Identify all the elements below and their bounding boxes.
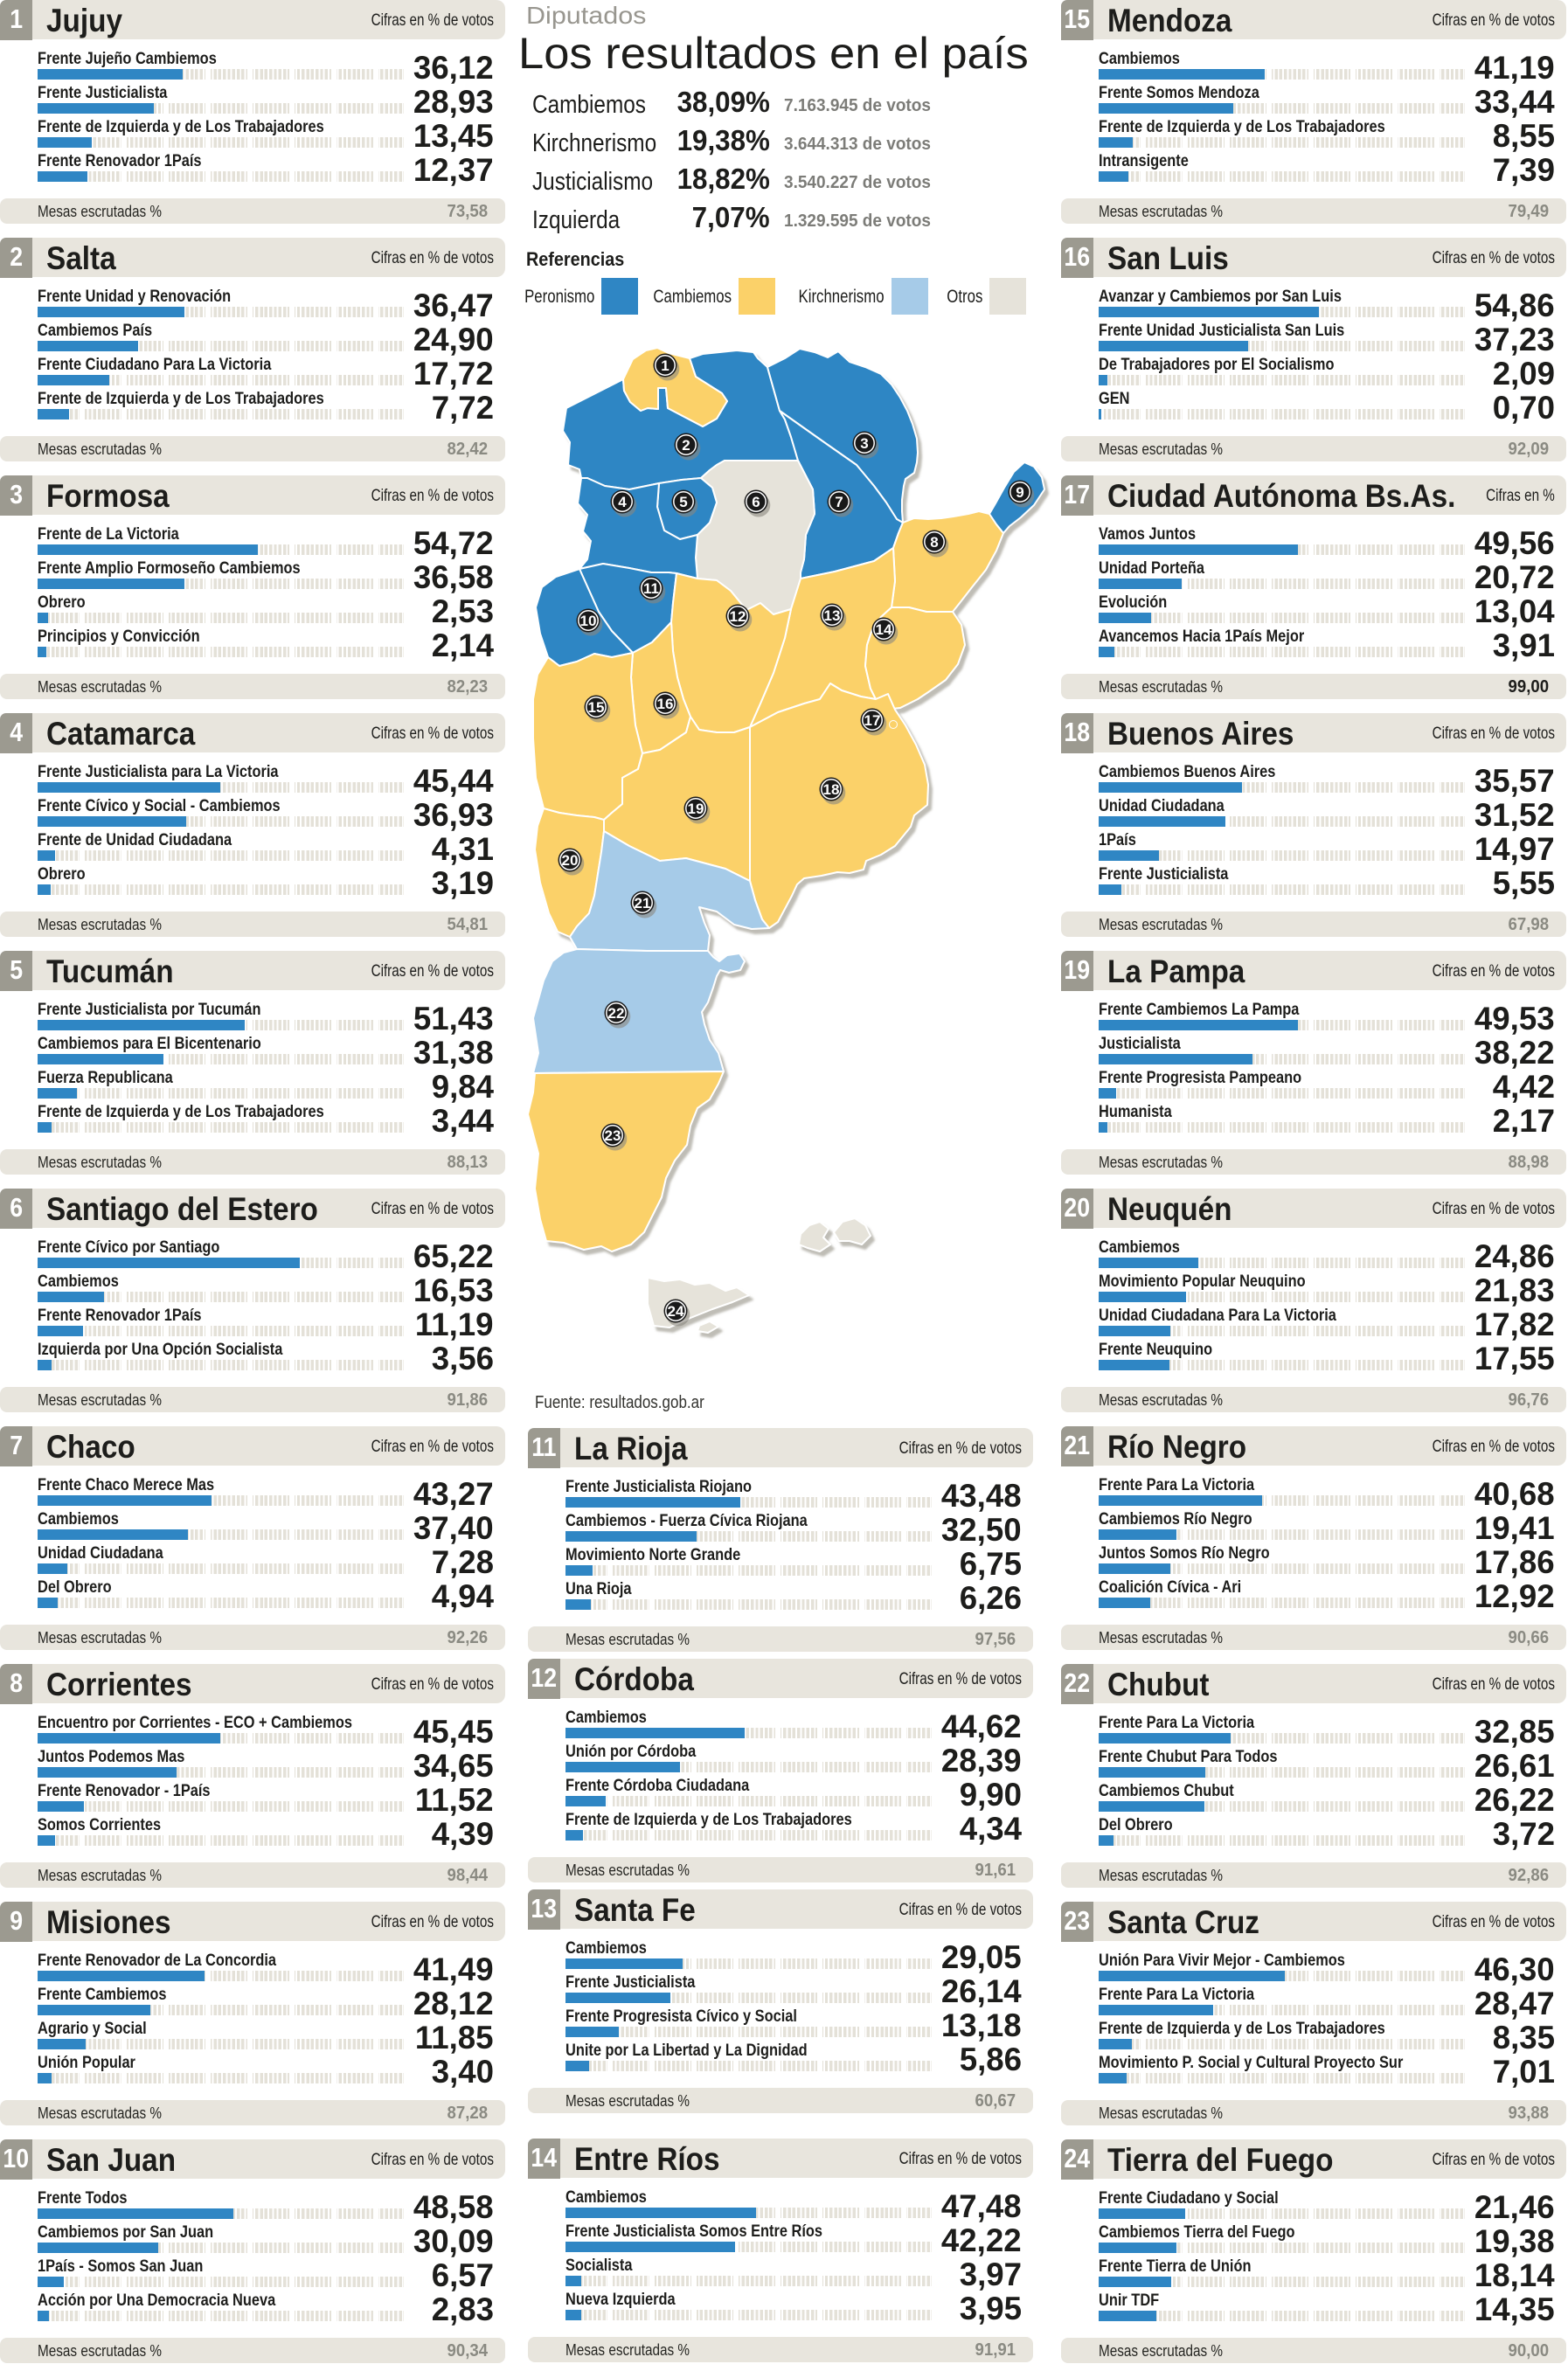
svg-text:6: 6	[752, 494, 760, 510]
svg-text:10: 10	[580, 613, 597, 629]
svg-text:9: 9	[1016, 484, 1023, 501]
svg-text:3: 3	[860, 435, 868, 452]
svg-text:23: 23	[605, 1127, 621, 1144]
svg-text:15: 15	[588, 699, 605, 716]
svg-text:16: 16	[657, 696, 674, 712]
svg-text:8: 8	[930, 534, 938, 551]
svg-text:13: 13	[824, 607, 841, 624]
svg-text:17: 17	[864, 712, 881, 729]
svg-text:20: 20	[562, 852, 579, 869]
svg-text:22: 22	[608, 1005, 625, 1022]
svg-text:4: 4	[618, 494, 627, 510]
svg-text:5: 5	[679, 494, 687, 510]
svg-text:14: 14	[876, 621, 892, 638]
svg-text:2: 2	[682, 437, 690, 454]
svg-text:18: 18	[823, 781, 840, 798]
svg-text:12: 12	[730, 608, 746, 625]
svg-text:1: 1	[661, 357, 669, 374]
svg-text:19: 19	[688, 801, 704, 817]
svg-text:24: 24	[668, 1303, 684, 1320]
svg-text:11: 11	[643, 580, 659, 597]
svg-text:21: 21	[635, 895, 651, 912]
svg-text:7: 7	[835, 494, 843, 510]
